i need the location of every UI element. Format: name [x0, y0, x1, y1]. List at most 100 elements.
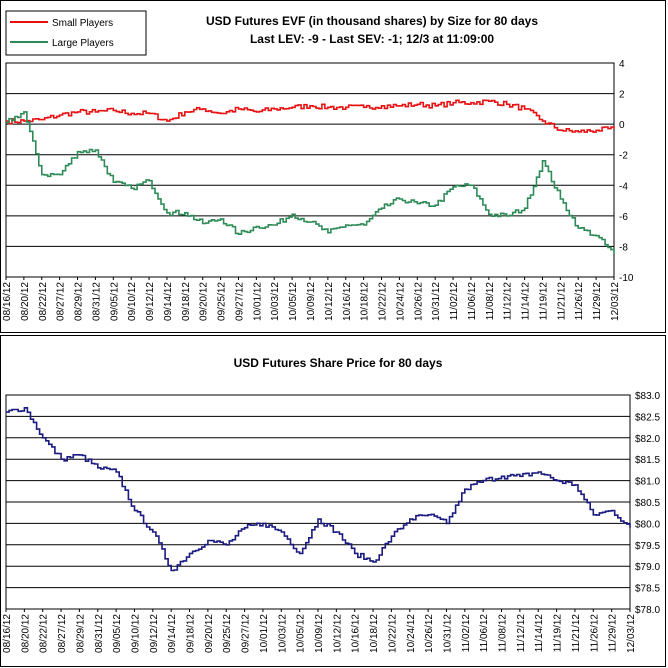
- x-tick-label: 08/22/12: [39, 614, 50, 653]
- series-line-0: [6, 407, 631, 572]
- x-tick-label: 10/01/12: [259, 614, 270, 653]
- x-tick-label: 10/16/12: [351, 614, 362, 653]
- x-tick-label: 08/27/12: [56, 282, 67, 321]
- x-tick-label: 11/29/12: [592, 282, 603, 321]
- series-line-1: [6, 111, 615, 255]
- x-tick-label: 11/21/12: [556, 282, 567, 321]
- x-tick-label: 10/12/12: [332, 614, 343, 653]
- x-tick-label: 10/09/12: [314, 614, 325, 653]
- x-tick-label: 10/01/12: [252, 282, 263, 321]
- x-tick-label: 11/14/12: [534, 614, 545, 653]
- y-tick-label: $82.5: [635, 412, 660, 423]
- x-tick-label: 09/12/12: [145, 282, 156, 321]
- x-tick-label: 10/09/12: [306, 282, 317, 321]
- x-tick-label: 09/20/12: [204, 614, 215, 653]
- y-tick-label: -4: [619, 181, 628, 192]
- legend-label-small-players: Small Players: [52, 18, 113, 29]
- x-tick-label: 11/02/12: [461, 614, 472, 653]
- x-tick-label: 10/12/12: [324, 282, 335, 321]
- x-tick-label: 10/03/12: [270, 282, 281, 321]
- y-tick-label: $81.5: [635, 455, 660, 466]
- x-tick-label: 11/12/12: [503, 282, 514, 321]
- x-tick-label: 10/22/12: [378, 282, 389, 321]
- y-tick-label: $80.5: [635, 498, 660, 509]
- x-tick-label: 08/31/12: [91, 282, 102, 321]
- y-tick-label: 0: [619, 120, 625, 131]
- series-line-0: [6, 99, 615, 133]
- y-tick-label: $79.5: [635, 541, 660, 552]
- x-tick-label: 10/18/12: [360, 282, 371, 321]
- x-tick-label: 11/06/12: [479, 614, 490, 653]
- y-tick-label: $78.5: [635, 584, 660, 595]
- x-tick-label: 11/14/12: [521, 282, 532, 321]
- x-tick-label: 10/18/12: [369, 614, 380, 653]
- y-tick-label: -6: [619, 212, 628, 223]
- bottom-chart-layer: $83.0 $82.5 $82.0 $81.5 $81.0 $80.5 $80.0 $79.5…: [2, 391, 660, 653]
- x-tick-label: 11/19/12: [553, 614, 564, 653]
- x-tick-label: 09/27/12: [234, 282, 245, 321]
- x-tick-label: 08/29/12: [74, 282, 85, 321]
- y-tick-label: $80.0: [635, 519, 660, 530]
- y-tick-label: $81.0: [635, 477, 660, 488]
- x-tick-label: 09/12/12: [149, 614, 160, 653]
- x-tick-label: 09/10/12: [130, 614, 141, 653]
- x-tick-label: 08/31/12: [94, 614, 105, 653]
- x-tick-label: 10/26/12: [424, 614, 435, 653]
- x-tick-label: 08/20/12: [20, 282, 31, 321]
- x-tick-label: 11/19/12: [538, 282, 549, 321]
- x-tick-label: 10/31/12: [431, 282, 442, 321]
- top-chart-title: USD Futures EVF (in thousand shares) by …: [206, 14, 538, 28]
- y-tick-label: 4: [619, 59, 625, 70]
- y-tick-label: -2: [619, 151, 628, 162]
- x-tick-label: 09/20/12: [199, 282, 210, 321]
- x-tick-label: 11/12/12: [516, 614, 527, 653]
- x-tick-label: 09/14/12: [167, 614, 178, 653]
- bottom-chart-title: USD Futures Share Price for 80 days: [234, 356, 443, 370]
- x-tick-label: 11/08/12: [498, 614, 509, 653]
- y-tick-label: 2: [619, 90, 625, 101]
- top-chart-layer: 4 2 0 -2 -4 -6 -8 -10 08/16/12 08/20/12 08/22/12 08…: [2, 59, 634, 321]
- top-chart-legend: Small Players Large Players: [5, 10, 147, 56]
- x-tick-label: 11/21/12: [571, 614, 582, 653]
- x-tick-label: 08/20/12: [20, 614, 31, 653]
- x-tick-label: 10/05/12: [296, 614, 307, 653]
- y-tick-label: $79.0: [635, 562, 660, 573]
- x-tick-label: 11/08/12: [485, 282, 496, 321]
- x-tick-label: 11/02/12: [449, 282, 460, 321]
- y-tick-label: -10: [619, 273, 634, 284]
- x-tick-label: 10/31/12: [442, 614, 453, 653]
- x-tick-label: 12/03/12: [610, 282, 621, 321]
- x-tick-label: 09/05/12: [112, 614, 123, 653]
- x-tick-label: 12/03/12: [626, 614, 637, 653]
- y-tick-label: $82.0: [635, 434, 660, 445]
- x-tick-label: 08/22/12: [38, 282, 49, 321]
- x-tick-label: 11/26/12: [574, 282, 585, 321]
- x-tick-label: 10/05/12: [288, 282, 299, 321]
- legend-label-large-players: Large Players: [52, 38, 114, 49]
- x-tick-label: 10/03/12: [277, 614, 288, 653]
- y-tick-label: -8: [619, 242, 628, 253]
- x-tick-label: 09/27/12: [241, 614, 252, 653]
- top-plot-area: [5, 62, 615, 278]
- x-tick-label: 10/26/12: [413, 282, 424, 321]
- x-tick-label: 09/05/12: [109, 282, 120, 321]
- x-tick-label: 10/22/12: [387, 614, 398, 653]
- x-tick-label: 08/16/12: [2, 282, 13, 321]
- x-tick-label: 09/25/12: [217, 282, 228, 321]
- x-tick-label: 09/10/12: [127, 282, 138, 321]
- x-tick-label: 10/16/12: [342, 282, 353, 321]
- x-tick-label: 10/24/12: [395, 282, 406, 321]
- x-tick-label: 10/24/12: [406, 614, 417, 653]
- x-tick-label: 08/16/12: [2, 614, 13, 653]
- x-tick-label: 09/25/12: [222, 614, 233, 653]
- x-tick-label: 11/29/12: [608, 614, 619, 653]
- y-tick-label: $78.0: [635, 605, 660, 616]
- top-chart-subtitle: Last LEV: -9 - Last SEV: -1; 12/3 at 11:…: [250, 32, 494, 46]
- x-tick-label: 08/27/12: [57, 614, 68, 653]
- x-tick-label: 11/26/12: [589, 614, 600, 653]
- x-tick-label: 09/18/12: [186, 614, 197, 653]
- x-tick-label: 11/06/12: [467, 282, 478, 321]
- x-tick-label: 09/14/12: [163, 282, 174, 321]
- y-tick-label: $83.0: [635, 391, 660, 402]
